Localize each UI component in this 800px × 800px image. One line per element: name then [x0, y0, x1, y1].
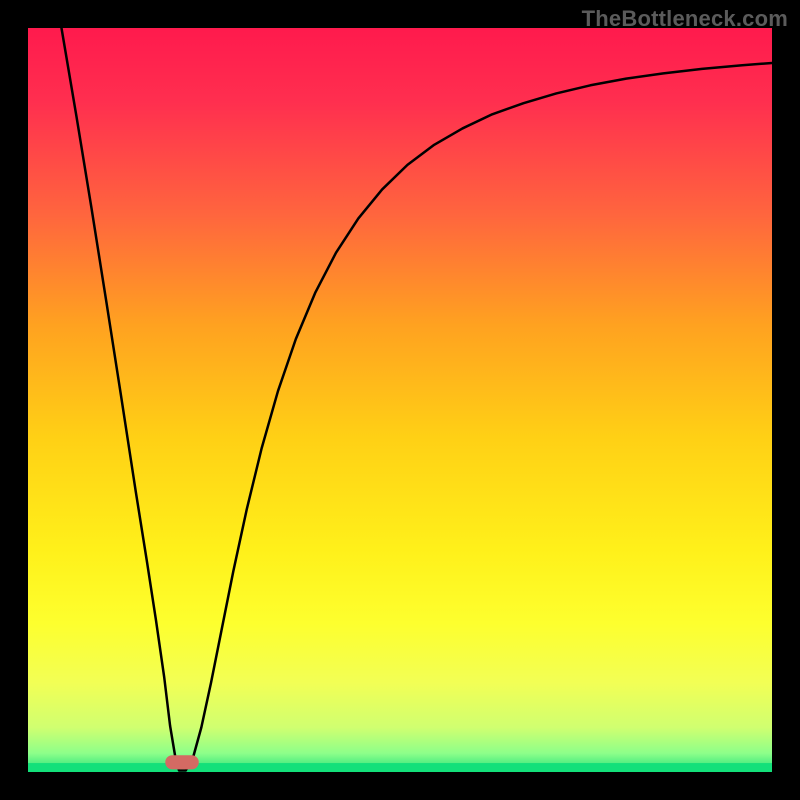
bottleneck-chart	[0, 0, 800, 800]
optimum-marker	[165, 755, 198, 769]
chart-bottom-band	[28, 763, 772, 772]
watermark-label: TheBottleneck.com	[582, 6, 788, 32]
chart-background-gradient	[28, 28, 772, 772]
chart-container: TheBottleneck.com	[0, 0, 800, 800]
